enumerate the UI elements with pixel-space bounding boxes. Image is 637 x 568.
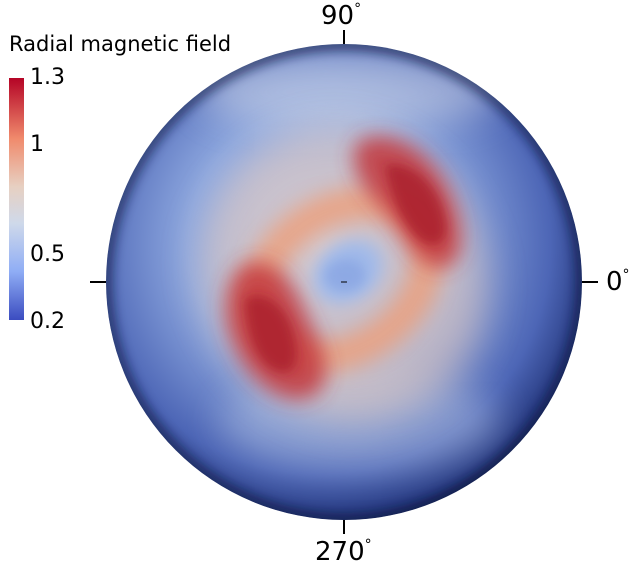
degree-symbol-top: ° bbox=[354, 1, 362, 17]
colorbar-tick-0-5: 0.5 bbox=[30, 242, 65, 267]
colorbar-title: Radial magnetic field bbox=[9, 32, 232, 56]
sphere-surface bbox=[106, 44, 582, 520]
degree-symbol-right: ° bbox=[622, 267, 630, 283]
angle-label-bottom: 270° bbox=[315, 537, 372, 567]
axis-ticks bbox=[90, 30, 598, 534]
colorbar-tick-max: 1.3 bbox=[30, 65, 65, 90]
degree-symbol-bottom: ° bbox=[364, 537, 372, 553]
colorbar-tick-1: 1 bbox=[30, 132, 44, 157]
angle-value-top: 90 bbox=[321, 1, 355, 31]
angle-value-right: 0 bbox=[606, 267, 623, 297]
angle-value-bottom: 270 bbox=[315, 537, 365, 567]
colorbar-gradient bbox=[9, 78, 24, 320]
angle-label-right: 0° bbox=[606, 267, 630, 297]
angle-label-top: 90° bbox=[321, 1, 362, 31]
colorbar-tick-min: 0.2 bbox=[30, 309, 65, 334]
